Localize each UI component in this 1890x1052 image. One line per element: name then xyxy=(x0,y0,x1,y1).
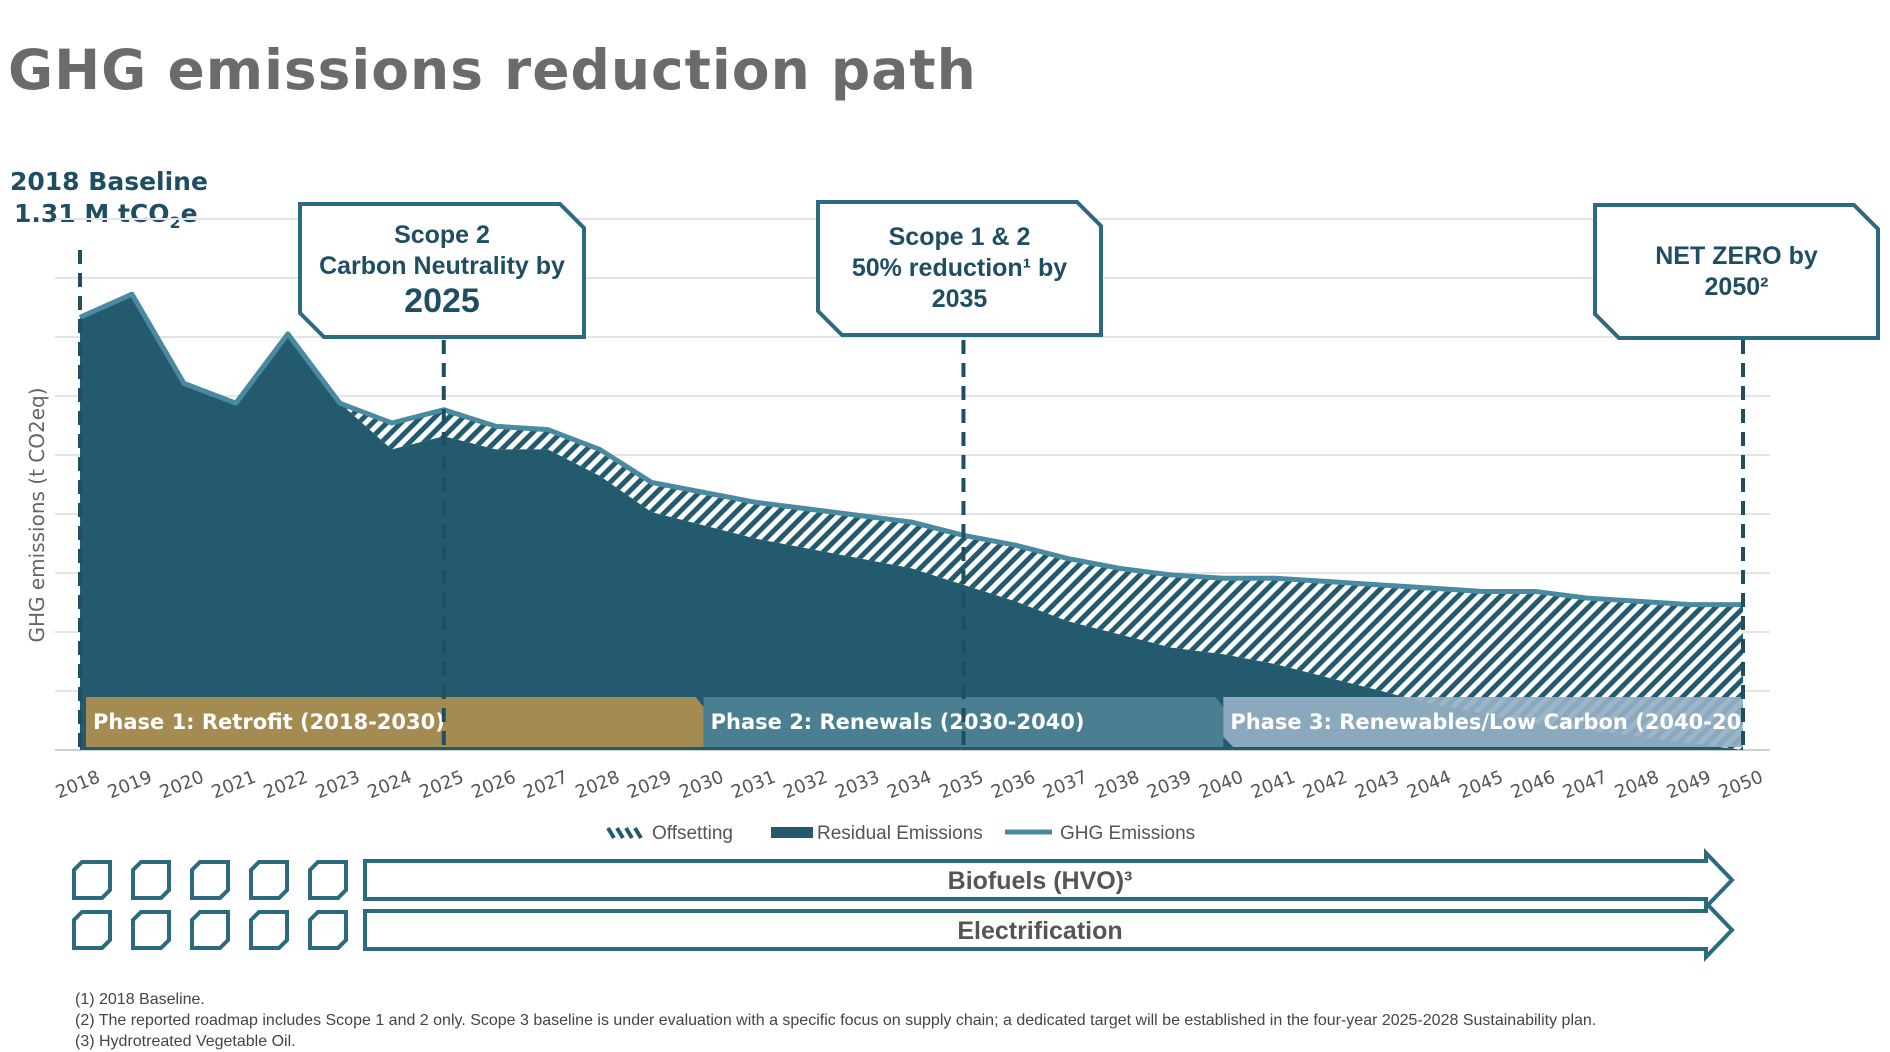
x-tick-label: 2039 xyxy=(1144,767,1194,804)
x-tick-label: 2047 xyxy=(1560,767,1610,804)
x-tick-label: 2034 xyxy=(884,767,934,804)
x-tick-label: 2046 xyxy=(1508,767,1558,804)
y-axis-label: GHG emissions (t CO2eq) xyxy=(25,387,49,642)
fuel-card-icon xyxy=(310,912,346,948)
fuel-card-icon xyxy=(310,862,346,898)
callout-line: NET ZERO by xyxy=(1655,241,1818,272)
x-tick-label: 2041 xyxy=(1248,767,1298,804)
fuel-card-icon xyxy=(133,912,169,948)
chart-areas xyxy=(80,294,1743,750)
footnote-1: (1) 2018 Baseline. xyxy=(75,989,1596,1010)
legend-label-2: Residual Emissions xyxy=(817,823,983,844)
fuel-card-icon xyxy=(251,912,287,948)
x-tick-label: 2022 xyxy=(261,767,311,804)
legend-offsetting-swatch xyxy=(626,828,632,838)
x-tick-label: 2036 xyxy=(988,767,1038,804)
footnote-2: (2) The reported roadmap includes Scope … xyxy=(75,1010,1596,1031)
legend-offsetting-swatch xyxy=(608,828,614,838)
x-tick-label: 2042 xyxy=(1300,767,1350,804)
x-tick-label: 2020 xyxy=(157,767,207,804)
callout-line: Scope 2 xyxy=(394,220,490,251)
callout-line: 2035 xyxy=(932,284,988,315)
chart-legend: Offsetting Residual Emissions GHG Emission… xyxy=(608,823,1195,844)
fuel-card-icon xyxy=(192,862,228,898)
roadmap-arrow-label-1: Biofuels (HVO)³ xyxy=(948,867,1133,895)
x-tick-label: 2031 xyxy=(728,767,778,804)
phase-bands: Phase 1: Retrofit (2018-2030) Phase 2: Re… xyxy=(86,697,1780,747)
legend-residual-swatch xyxy=(771,827,813,838)
x-tick-label: 2033 xyxy=(832,767,882,804)
callout-line: 2050² xyxy=(1705,272,1769,303)
x-tick-label: 2018 xyxy=(53,767,103,804)
phase-label-3: Phase 3: Renewables/Low Carbon (2040-205… xyxy=(1230,710,1780,734)
footnotes: (1) 2018 Baseline. (2) The reported road… xyxy=(75,989,1596,1052)
phase-label-2: Phase 2: Renewals (2030-2040) xyxy=(711,710,1085,734)
roadmap-arrow-label-2: Electrification xyxy=(957,917,1122,945)
x-tick-label: 2032 xyxy=(780,767,830,804)
x-tick-label: 2049 xyxy=(1664,767,1714,804)
x-tick-label: 2045 xyxy=(1456,767,1506,804)
x-tick-label: 2019 xyxy=(105,767,155,804)
y-axis-label-group: GHG emissions (t CO2eq) xyxy=(25,387,49,642)
fuel-card-icon xyxy=(192,912,228,948)
phase-label-1: Phase 1: Retrofit (2018-2030) xyxy=(93,710,445,734)
fuel-card-icon xyxy=(74,912,110,948)
fuel-card-icon xyxy=(251,862,287,898)
x-tick-label: 2048 xyxy=(1612,767,1662,804)
callout-line: 50% reduction¹ by xyxy=(852,253,1067,284)
legend-offsetting-swatch xyxy=(617,828,623,838)
x-tick-label: 2026 xyxy=(469,767,519,804)
fuel-card-icon xyxy=(133,862,169,898)
x-tick-label: 2030 xyxy=(676,767,726,804)
x-tick-label: 2040 xyxy=(1196,767,1246,804)
callout-year: 2025 xyxy=(404,282,480,321)
legend-label-3: GHG Emissions xyxy=(1060,823,1195,844)
x-tick-label: 2023 xyxy=(313,767,363,804)
x-tick-label: 2028 xyxy=(572,767,622,804)
callout-line: Scope 1 & 2 xyxy=(889,222,1031,253)
x-tick-label: 2029 xyxy=(624,767,674,804)
callout-line: Carbon Neutrality by xyxy=(319,251,565,282)
x-tick-label: 2050 xyxy=(1716,767,1766,804)
x-tick-label: 2044 xyxy=(1404,767,1454,804)
fuel-card-icon xyxy=(74,862,110,898)
x-tick-label: 2021 xyxy=(209,767,259,804)
x-tick-label: 2038 xyxy=(1092,767,1142,804)
x-tick-label: 2027 xyxy=(520,767,570,804)
legend-offsetting-swatch xyxy=(635,828,641,838)
x-tick-label: 2024 xyxy=(365,767,415,804)
x-tick-label: 2037 xyxy=(1040,767,1090,804)
legend-label-1: Offsetting xyxy=(652,823,733,844)
x-tick-label: 2043 xyxy=(1352,767,1402,804)
roadmap-icons xyxy=(74,862,346,948)
roadmap-arrows: Biofuels (HVO)³ Electrification xyxy=(365,853,1732,957)
x-tick-label: 2035 xyxy=(936,767,986,804)
x-tick-label: 2025 xyxy=(417,767,467,804)
